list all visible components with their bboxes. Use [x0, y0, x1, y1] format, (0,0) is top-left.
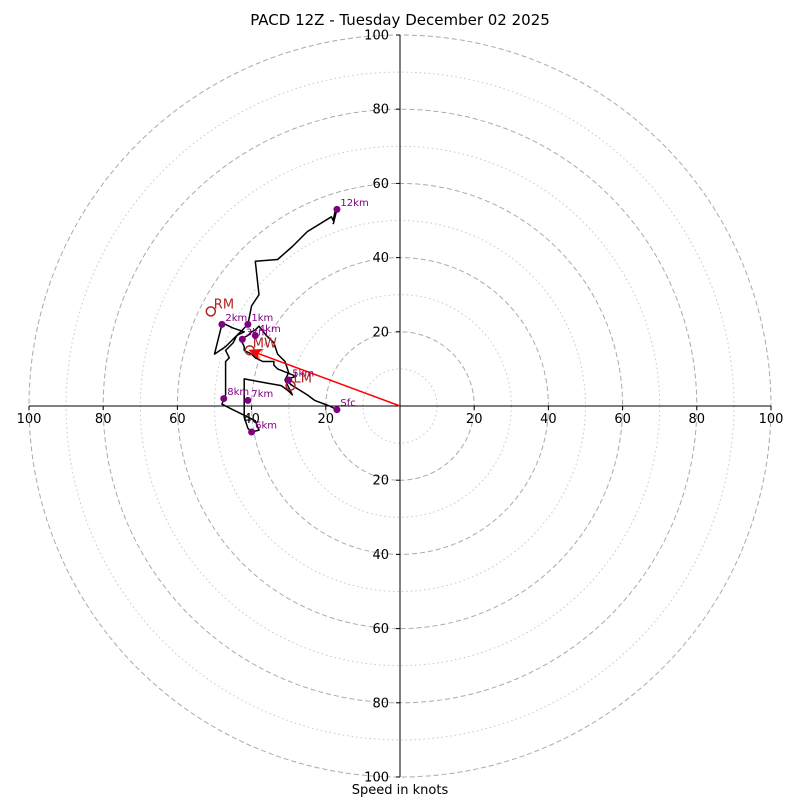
- shear-vector-layer: [248, 348, 401, 407]
- storm-motion-label-rm: RM: [214, 297, 234, 312]
- x-tick-label: 100: [17, 412, 42, 427]
- x-tick-label: 20: [318, 412, 335, 427]
- y-tick-label: 80: [372, 103, 389, 118]
- height-label-7km: 7km: [251, 389, 273, 400]
- chart-title: PACD 12Z - Tuesday December 02 2025: [250, 11, 550, 29]
- x-axis-label: Speed in knots: [351, 783, 449, 798]
- height-label-5km: 5km: [292, 369, 314, 380]
- height-marker-3km: [238, 335, 246, 343]
- y-tick-label: 100: [364, 29, 389, 44]
- y-tick-label: 80: [372, 696, 389, 711]
- y-tick-label: 20: [372, 474, 389, 489]
- height-label-4km: 4km: [259, 324, 281, 335]
- height-label-6km: 6km: [255, 420, 277, 431]
- y-tick-label: 60: [372, 622, 389, 637]
- height-marker-2km: [218, 320, 226, 328]
- height-marker-12km: [333, 205, 341, 213]
- height-marker-7km: [244, 396, 252, 404]
- storm-motion-label-lm: LM: [294, 372, 312, 387]
- storm-motion-label-mw: MW: [253, 336, 277, 351]
- height-label-sfc: Sfc: [340, 398, 355, 409]
- shear-vector-arrow: [248, 348, 401, 407]
- x-tick-label: 60: [614, 412, 631, 427]
- storm-motion-marker-rm: [205, 306, 217, 317]
- x-tick-label: 20: [466, 412, 483, 427]
- storm-motion-marker-mw: [244, 345, 255, 356]
- height-marker-1km: [244, 320, 252, 328]
- height-marker-5km: [285, 376, 293, 384]
- y-tick-label: 40: [372, 548, 389, 563]
- height-label-1km: 1km: [251, 313, 273, 324]
- tick-labels: 1001008080606040402020202040406060808010…: [17, 29, 784, 786]
- y-tick-label: 40: [372, 251, 389, 266]
- height-label-8km: 8km: [227, 387, 249, 398]
- height-marker-4km: [251, 332, 259, 340]
- height-marker-6km: [248, 428, 256, 436]
- x-tick-label: 80: [689, 412, 706, 427]
- y-tick-label: 60: [372, 177, 389, 192]
- x-tick-label: 40: [540, 412, 557, 427]
- height-marker-layer: Sfc1km2km3km4km5km6km7km8km12km: [218, 198, 369, 436]
- y-tick-label: 100: [364, 771, 389, 786]
- height-label-2km: 2km: [225, 313, 247, 324]
- x-tick-label: 100: [759, 412, 784, 427]
- height-marker-8km: [220, 395, 228, 403]
- y-tick-label: 20: [372, 325, 389, 340]
- storm-motion-layer: RM MW LM: [205, 297, 312, 391]
- x-tick-label: 80: [95, 412, 112, 427]
- height-marker-sfc: [333, 406, 341, 414]
- height-label-12km: 12km: [340, 198, 368, 209]
- x-tick-label: 60: [169, 412, 186, 427]
